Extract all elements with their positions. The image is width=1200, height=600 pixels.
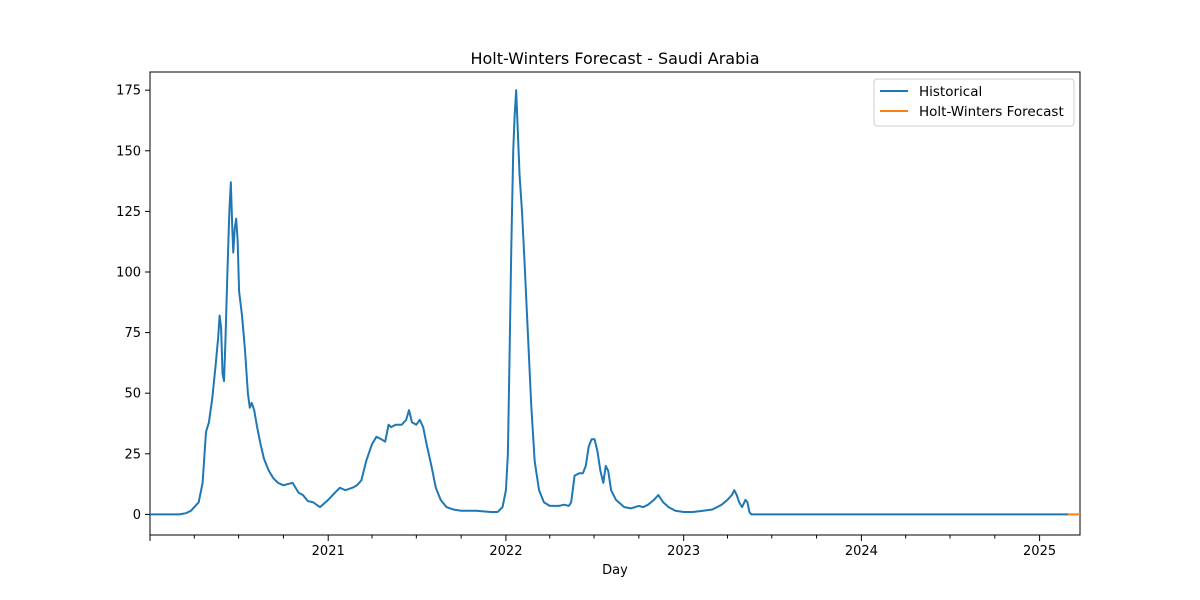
- chart-title: Holt-Winters Forecast - Saudi Arabia: [470, 49, 759, 68]
- y-tick-label: 50: [124, 387, 141, 402]
- legend-label-historical: Historical: [919, 84, 982, 100]
- x-axis: 2021 2022 2023 2024 2025: [149, 535, 1056, 559]
- y-tick-label: 75: [124, 326, 141, 341]
- y-tick-label: 25: [124, 447, 141, 462]
- plot-area: [149, 71, 1081, 536]
- series-line-historical: [150, 89, 1069, 516]
- y-tick-label: 150: [116, 144, 141, 159]
- x-tick-label: 2021: [312, 544, 345, 559]
- legend-label-forecast: Holt-Winters Forecast: [919, 104, 1064, 120]
- y-tick-label: 175: [116, 84, 141, 99]
- series-layer: [150, 89, 1080, 516]
- x-axis-label: Day: [602, 563, 628, 578]
- plot-frame: [149, 71, 1081, 536]
- y-axis: 0 25 50 75 100 125 150 175: [116, 84, 150, 523]
- legend-box: [873, 78, 1075, 127]
- y-tick-label: 100: [116, 265, 141, 280]
- legend: Historical Holt-Winters Forecast: [873, 78, 1075, 127]
- y-tick-label: 125: [116, 205, 141, 220]
- x-tick-label: 2024: [845, 544, 878, 559]
- x-tick-label: 2023: [667, 544, 700, 559]
- x-tick-label: 2022: [489, 544, 522, 559]
- x-tick-label: 2025: [1023, 544, 1056, 559]
- y-tick-label: 0: [133, 508, 141, 523]
